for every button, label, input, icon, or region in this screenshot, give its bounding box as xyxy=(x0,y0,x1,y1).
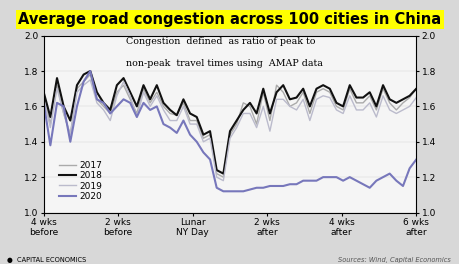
2018 xyxy=(207,130,213,133)
2017 xyxy=(41,94,46,97)
2019 xyxy=(87,78,93,81)
2018 xyxy=(61,105,66,108)
2018 xyxy=(41,91,46,94)
Text: ●  CAPITAL ECONOMICS: ● CAPITAL ECONOMICS xyxy=(7,257,86,263)
2020 xyxy=(313,179,319,182)
Text: Average road congestion across 100 cities in China: Average road congestion across 100 citie… xyxy=(18,12,441,27)
2019 xyxy=(41,98,46,101)
2020 xyxy=(41,101,46,105)
2020 xyxy=(87,69,93,73)
2019 xyxy=(207,137,213,140)
2017 xyxy=(54,84,60,87)
2020 xyxy=(147,108,152,111)
Text: non-peak  travel times using  AMAP data: non-peak travel times using AMAP data xyxy=(125,59,322,68)
2018 xyxy=(147,98,152,101)
2019 xyxy=(313,98,319,101)
2017 xyxy=(87,73,93,76)
2017 xyxy=(207,133,213,136)
2019 xyxy=(61,112,66,115)
2018 xyxy=(307,105,312,108)
2020 xyxy=(54,101,60,105)
2018 xyxy=(413,87,418,90)
2017 xyxy=(61,112,66,115)
Line: 2020: 2020 xyxy=(44,71,415,191)
2018 xyxy=(220,172,226,175)
Line: 2019: 2019 xyxy=(44,80,415,181)
2018 xyxy=(87,69,93,73)
Legend: 2017, 2018, 2019, 2020: 2017, 2018, 2019, 2020 xyxy=(56,157,106,205)
2020 xyxy=(413,158,418,161)
Line: 2018: 2018 xyxy=(44,71,415,174)
Text: Sources: Wind, Capital Economics: Sources: Wind, Capital Economics xyxy=(337,257,450,263)
Text: Congestion  defined  as ratio of peak to: Congestion defined as ratio of peak to xyxy=(125,37,314,46)
2019 xyxy=(413,96,418,99)
2017 xyxy=(307,112,312,115)
2019 xyxy=(54,87,60,90)
2020 xyxy=(307,179,312,182)
2020 xyxy=(61,105,66,108)
2020 xyxy=(220,190,226,193)
2017 xyxy=(313,91,319,94)
2019 xyxy=(147,105,152,108)
2019 xyxy=(307,119,312,122)
2017 xyxy=(147,101,152,105)
2020 xyxy=(207,158,213,161)
2019 xyxy=(220,179,226,182)
2017 xyxy=(413,87,418,90)
2018 xyxy=(54,77,60,80)
2017 xyxy=(220,176,226,179)
2018 xyxy=(313,87,319,90)
Line: 2017: 2017 xyxy=(44,74,415,177)
